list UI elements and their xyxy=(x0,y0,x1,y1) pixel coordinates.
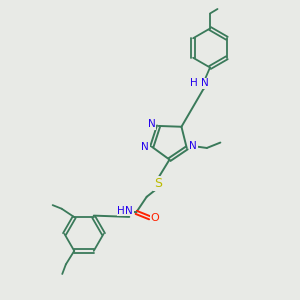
Text: O: O xyxy=(151,213,160,223)
Text: N: N xyxy=(125,206,133,216)
Text: N: N xyxy=(190,142,197,152)
Text: N: N xyxy=(141,142,149,152)
Text: S: S xyxy=(154,177,162,190)
Text: H: H xyxy=(117,206,125,216)
Text: N: N xyxy=(201,78,209,88)
Text: N: N xyxy=(148,119,156,130)
Text: H: H xyxy=(190,78,198,88)
